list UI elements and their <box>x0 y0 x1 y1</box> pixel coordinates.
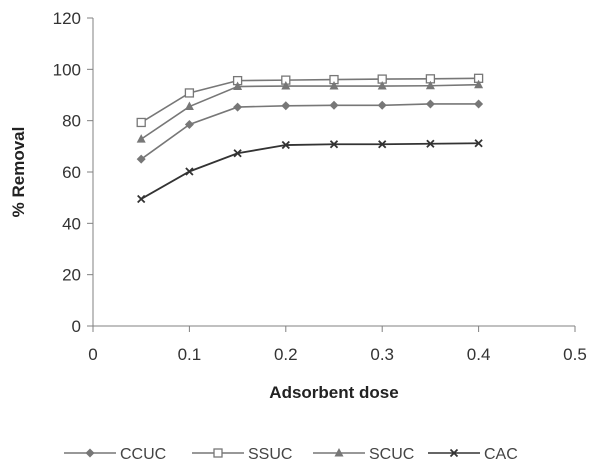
legend-item-cac: CAC <box>428 446 518 463</box>
y-tick-label: 40 <box>62 214 81 233</box>
series-line-ssuc <box>140 77 479 124</box>
x-tick-label: 0 <box>88 345 97 364</box>
y-tick-label: 120 <box>53 9 81 28</box>
legend-item-scuc: SCUC <box>313 446 414 463</box>
data-point-scuc <box>281 81 291 90</box>
y-tick-label: 0 <box>72 317 81 336</box>
legend: CCUC SSUC SCUC CAC <box>64 446 518 463</box>
series-cac <box>137 139 483 204</box>
data-point-cac <box>281 140 290 150</box>
data-point-scuc <box>136 134 146 143</box>
tick-labels: 0 20 40 60 80 100 120 0 0.1 0.2 0.3 0.4 0.5 <box>53 9 587 364</box>
data-point-ccuc <box>329 100 339 110</box>
series-ssuc <box>136 73 484 128</box>
legend-item-ssuc: SSUC <box>192 446 292 463</box>
data-point-ssuc <box>136 117 146 128</box>
legend-label: SSUC <box>248 446 292 463</box>
data-point-cac <box>185 167 194 176</box>
legend-marker-ssuc <box>213 448 223 458</box>
x-axis-title: Adsorbent dose <box>269 383 398 402</box>
data-point-scuc <box>233 81 243 91</box>
x-tick-label: 0.3 <box>370 345 394 364</box>
legend-marker-scuc <box>334 448 344 457</box>
x-tick-label: 0.1 <box>178 345 202 364</box>
series-line-cac <box>140 142 479 200</box>
data-point-ccuc <box>233 102 243 112</box>
data-point-scuc <box>377 81 387 90</box>
x-tick-label: 0.5 <box>563 345 587 364</box>
series-line-scuc <box>140 83 479 140</box>
data-point-cac <box>474 139 483 148</box>
series-group <box>136 73 484 204</box>
data-point-scuc <box>184 101 194 111</box>
data-point-ccuc <box>377 100 387 110</box>
data-point-ccuc <box>184 120 194 130</box>
series-ccuc <box>136 99 484 164</box>
data-point-cac <box>329 140 339 149</box>
legend-label: SCUC <box>369 446 414 463</box>
data-point-cac <box>137 194 146 204</box>
data-point-ssuc <box>184 88 195 98</box>
legend-marker-ccuc <box>85 448 95 458</box>
y-tick-label: 60 <box>62 163 81 182</box>
legend-marker-cac <box>449 448 459 458</box>
series-line-ccuc <box>140 103 479 160</box>
data-point-ccuc <box>136 154 146 164</box>
y-tick-label: 100 <box>53 60 81 79</box>
y-axis-title: % Removal <box>9 127 28 218</box>
data-point-scuc <box>425 80 435 90</box>
data-point-ccuc <box>474 99 484 109</box>
y-tick-label: 20 <box>62 266 81 285</box>
x-tick-label: 0.4 <box>467 345 491 364</box>
data-point-scuc <box>329 81 339 90</box>
data-point-ccuc <box>281 101 291 111</box>
data-point-cac <box>233 149 242 158</box>
series-scuc <box>136 79 484 143</box>
legend-label: CAC <box>484 446 518 463</box>
data-point-ccuc <box>425 99 435 109</box>
y-tick-label: 80 <box>62 112 81 131</box>
x-tick-label: 0.2 <box>274 345 298 364</box>
legend-item-ccuc: CCUC <box>64 446 166 463</box>
legend-label: CCUC <box>120 446 166 463</box>
data-point-cac <box>426 139 435 148</box>
axes <box>92 18 575 327</box>
data-point-scuc <box>474 79 484 89</box>
data-point-cac <box>378 140 387 149</box>
